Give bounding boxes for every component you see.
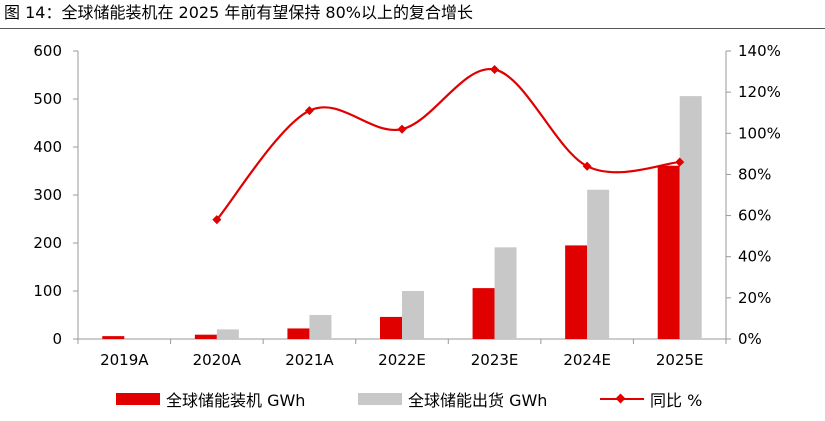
x-tick-label: 2019A <box>100 351 149 369</box>
bar-installed <box>287 328 310 339</box>
right-tick-label: 60% <box>738 207 771 225</box>
bar-installed <box>194 334 217 339</box>
left-tick-label: 600 <box>33 42 62 60</box>
right-tick-label: 100% <box>738 124 781 142</box>
left-tick-label: 300 <box>33 186 62 204</box>
bar-shipment <box>679 96 702 340</box>
growth-point <box>304 106 314 116</box>
bar-shipment <box>402 291 424 339</box>
growth-point <box>490 64 500 75</box>
left-tick-label: 100 <box>33 282 62 300</box>
x-tick-label: 2024E <box>563 351 611 369</box>
caption-divider <box>0 28 825 29</box>
left-tick-label: 0 <box>52 330 62 348</box>
right-tick-label: 140% <box>738 42 781 60</box>
right-tick-label: 120% <box>738 83 781 101</box>
x-tick-label: 2022E <box>378 351 426 369</box>
growth-line <box>216 68 680 221</box>
x-tick-label: 2023E <box>471 351 519 369</box>
combo-chart: 0 100 200 300 400 500 600 0% 20% 40% 60% 80% 100% 120… <box>33 42 781 369</box>
chart-title: 图 14：全球储能装机在 2025 年前有望保持 80%以上的复合增长 <box>4 3 473 22</box>
legend-item-growth: 同比 % <box>600 384 702 414</box>
chart-legend: 全球储能装机 GWh 全球储能出货 GWh 同比 % <box>0 384 825 414</box>
legend-swatch-installed <box>116 393 160 405</box>
left-tick-label: 400 <box>33 138 62 156</box>
growth-point <box>582 161 592 171</box>
right-tick-label: 80% <box>738 165 771 183</box>
legend-label-growth: 同比 % <box>650 391 703 410</box>
left-tick-label: 500 <box>33 90 62 108</box>
right-tick-label: 40% <box>738 248 771 266</box>
bar-installed <box>380 316 402 339</box>
legend-label-installed: 全球储能装机 GWh <box>166 391 306 410</box>
bar-installed <box>472 288 495 339</box>
bar-shipment <box>216 329 239 339</box>
x-tick-label: 2025E <box>656 351 704 369</box>
growth-point <box>397 124 407 134</box>
bar-shipment <box>587 189 610 339</box>
bar-shipment <box>494 247 517 339</box>
right-tick-label: 20% <box>738 289 771 307</box>
bar-installed <box>565 245 588 339</box>
bar-shipment <box>309 315 332 339</box>
right-tick-label: 0% <box>738 330 762 348</box>
left-tick-label: 200 <box>33 234 62 252</box>
legend-item-installed: 全球储能装机 GWh <box>116 384 305 414</box>
legend-swatch-growth <box>600 393 644 405</box>
legend-item-shipment: 全球储能出货 GWh <box>358 384 547 414</box>
figure-caption: 图 14：全球储能装机在 2025 年前有望保持 80%以上的复合增长 <box>0 0 825 30</box>
x-tick-label: 2020A <box>193 351 242 369</box>
legend-label-shipment: 全球储能出货 GWh <box>408 391 548 410</box>
legend-swatch-shipment <box>358 393 402 405</box>
bar-installed <box>102 336 125 339</box>
bar-installed <box>657 165 680 339</box>
x-tick-label: 2021A <box>285 351 334 369</box>
growth-point <box>212 215 222 225</box>
